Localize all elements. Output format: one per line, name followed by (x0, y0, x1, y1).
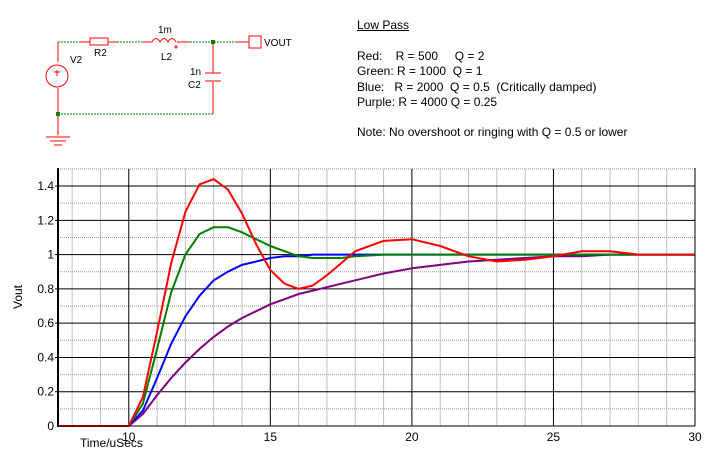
notes-line-blue: Blue: R = 2000 Q = 0.5 (Critically dampe… (357, 79, 597, 94)
junction-dot (56, 112, 60, 116)
major-grid (55, 168, 695, 426)
svg-text:30: 30 (688, 430, 702, 444)
r2-label: R2 (94, 48, 107, 59)
notes-line-purple: Purple: R = 4000 Q = 0.25 (357, 95, 498, 109)
notes-footnote: Note: No overshoot or ringing with Q = 0… (357, 124, 628, 139)
minor-grid (58, 168, 695, 426)
ground-icon (46, 136, 70, 146)
notes-panel: Low Pass Red: R = 500 Q = 2 Green: R = 1… (357, 18, 627, 140)
circuit-schematic: V2 R2 1m L2 1n C2 VOUT (45, 25, 292, 146)
svg-text:20: 20 (405, 430, 419, 444)
svg-text:1: 1 (47, 248, 54, 262)
svg-text:0.6: 0.6 (37, 316, 54, 330)
step-response-chart: 0 0.2 0.4 0.6 0.8 1 1.2 1.4 10 15 20 25 30 Vout Tim… (11, 168, 702, 450)
junction-dot (211, 40, 215, 44)
svg-text:1.4: 1.4 (37, 179, 54, 193)
x-axis-label: Time/uSecs (80, 436, 143, 450)
svg-text:0.2: 0.2 (37, 385, 54, 399)
series-lines (58, 178, 695, 427)
c2-value: 1n (190, 67, 201, 78)
notes-line-green: Green: R = 1000 Q = 1 (357, 64, 483, 78)
svg-text:1.2: 1.2 (37, 213, 54, 227)
notes-title: Low Pass (357, 18, 410, 32)
x-tick-labels: 10 15 20 25 30 (122, 430, 702, 444)
resistor-r2: R2 (89, 37, 109, 59)
svg-text:0: 0 (47, 419, 54, 433)
svg-text:10: 10 (122, 430, 136, 444)
notes-line-red: Red: R = 500 Q = 2 (357, 48, 485, 63)
svg-text:25: 25 (547, 430, 561, 444)
svg-text:0.8: 0.8 (37, 282, 54, 296)
vout-probe: VOUT (248, 35, 292, 49)
l2-label: L2 (161, 52, 173, 63)
vout-label: VOUT (264, 38, 292, 49)
c2-label: C2 (188, 80, 201, 91)
inductor-l2: 1m L2 (151, 25, 178, 63)
svg-text:0.4: 0.4 (37, 350, 54, 364)
capacitor-c2: 1n C2 (188, 67, 221, 91)
y-tick-labels: 0 0.2 0.4 0.6 0.8 1 1.2 1.4 (37, 179, 54, 433)
voltage-source-v2: V2 (45, 55, 83, 88)
l2-value: 1m (158, 25, 172, 36)
svg-text:15: 15 (264, 430, 278, 444)
y-axis-label: Vout (11, 284, 25, 309)
v2-label: V2 (70, 55, 83, 66)
